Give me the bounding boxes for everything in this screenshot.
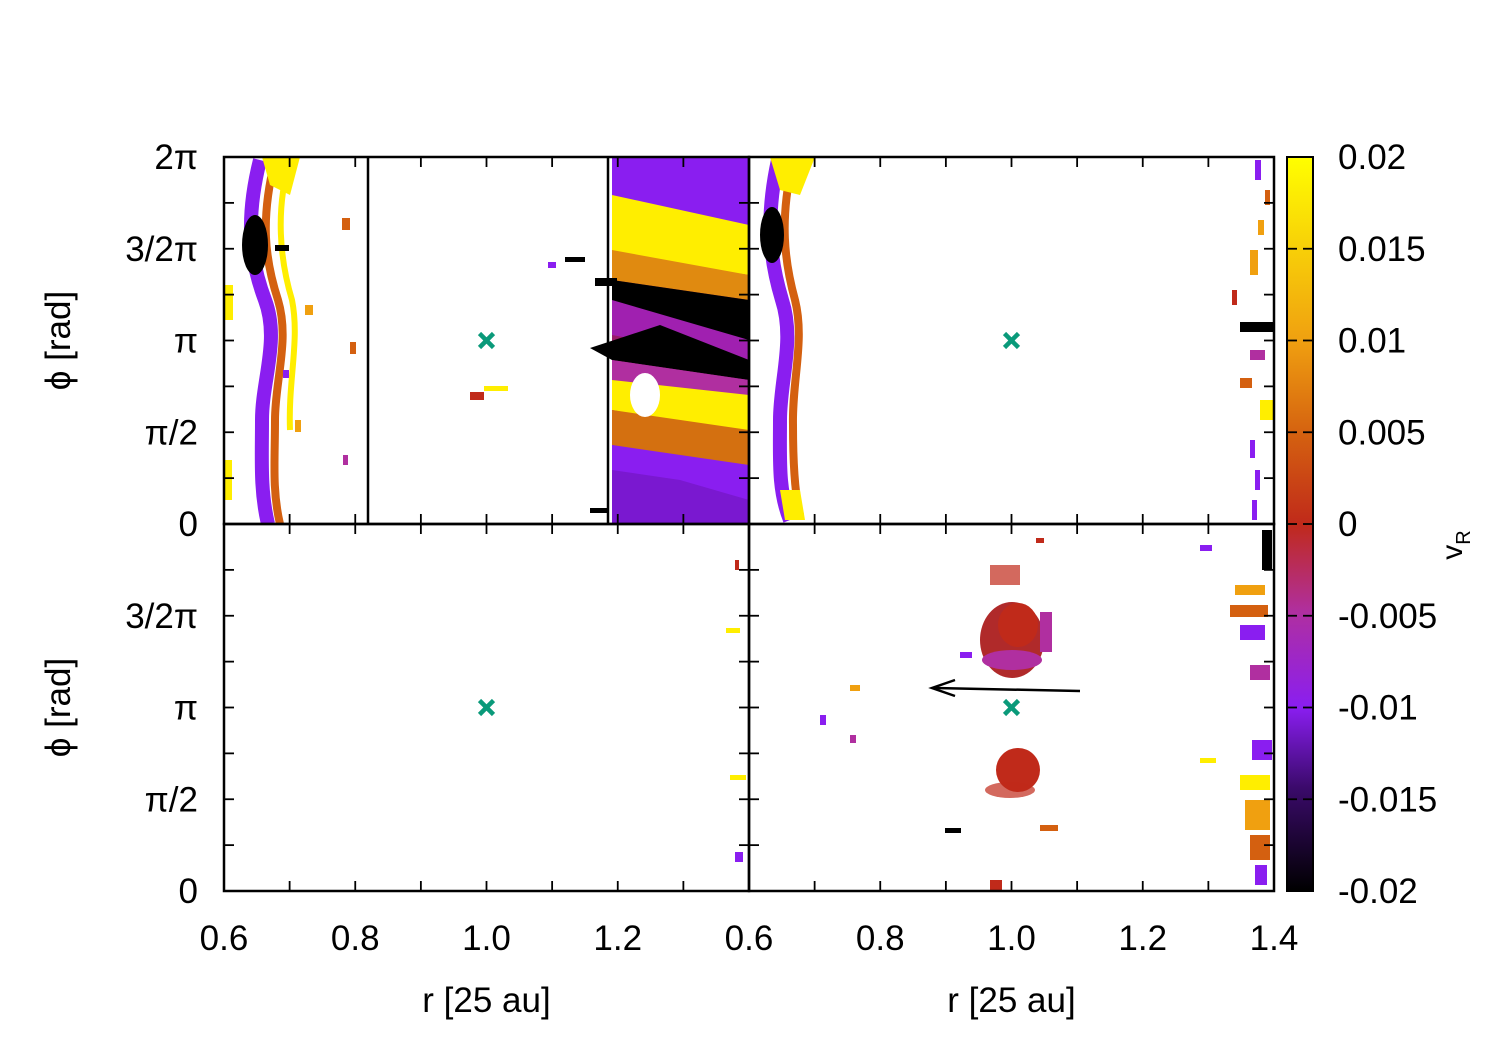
colorbar-tick-label: 0.015	[1338, 230, 1426, 269]
colorbar-tick-label: 0.01	[1338, 322, 1406, 361]
outer-specks	[1232, 160, 1274, 520]
y-tick-label: 0	[179, 872, 198, 911]
colorbar-tick-label: -0.005	[1338, 597, 1437, 636]
axes-layer: 0 π/2 π 3/2π 2π ϕ [rad] 0 π/2 π 3/2π ϕ [rad] 0.6 0.8…	[39, 138, 1298, 1020]
planet-marker-top-right	[1002, 331, 1021, 350]
x-axis-label: r [25 au]	[422, 981, 550, 1020]
x-tick-label: 0.6	[200, 919, 249, 958]
colorbar: 0.02 0.015 0.01 0.005 0 -0.005 -0.01 -0.015 -0.0…	[1286, 138, 1475, 911]
colorbar-ticks: 0.02 0.015 0.01 0.005 0 -0.005 -0.01 -0.015 -0.0…	[1287, 138, 1437, 911]
panel-top-right	[760, 157, 1274, 523]
panel-top-left	[225, 157, 749, 524]
colorbar-tick-label: -0.015	[1338, 780, 1437, 819]
vortex-lower	[985, 748, 1058, 890]
y-tick-label: 2π	[154, 138, 198, 177]
x-tick-label: 1.4	[1250, 919, 1299, 958]
planet-markers	[477, 331, 1021, 717]
colorbar-tick-label: 0.02	[1338, 138, 1406, 177]
planet-marker-bottom-left	[477, 698, 496, 717]
y-tick-label: 3/2π	[125, 597, 198, 636]
x-tick-label: 0.6	[725, 919, 774, 958]
panel-bottom-left	[726, 560, 746, 862]
colorbar-tick-label: 0.005	[1338, 413, 1426, 452]
x-tick-label: 0.8	[856, 919, 905, 958]
inner-spiral-wake	[225, 157, 300, 524]
migration-arrow	[928, 678, 1081, 698]
planet-marker-bottom-right	[1002, 698, 1021, 717]
x-tick-label: 1.0	[987, 919, 1036, 958]
x-tick-label: 1.2	[1118, 919, 1167, 958]
y-tick-label: π	[174, 322, 198, 361]
y-tick-label: π/2	[145, 413, 198, 452]
planet-marker-top-left	[477, 331, 496, 350]
x-tick-label: 0.8	[331, 919, 380, 958]
x-axis-label: r [25 au]	[947, 981, 1075, 1020]
y-tick-label: 3/2π	[125, 230, 198, 269]
outer-specks	[1230, 530, 1272, 885]
x-tick-label: 1.0	[462, 919, 511, 958]
y-axis-label: ϕ [rad]	[39, 291, 78, 390]
panel-bottom-right	[820, 530, 1272, 890]
vortex-upper	[980, 565, 1052, 678]
colorbar-label: vR	[1436, 530, 1475, 559]
colorbar-tick-label: 0	[1338, 505, 1357, 544]
y-axis-label: ϕ [rad]	[39, 658, 78, 757]
specks	[820, 538, 1216, 833]
colorbar-tick-label: -0.02	[1338, 872, 1418, 911]
outer-disc-region	[590, 157, 749, 524]
y-tick-label: 0	[179, 505, 198, 544]
specks	[275, 218, 617, 513]
y-tick-label: π	[174, 689, 198, 728]
colorbar-tick-label: -0.01	[1338, 689, 1418, 728]
x-tick-label: 1.2	[593, 919, 642, 958]
inner-spiral-wake	[760, 157, 815, 523]
y-tick-label: π/2	[145, 780, 198, 819]
